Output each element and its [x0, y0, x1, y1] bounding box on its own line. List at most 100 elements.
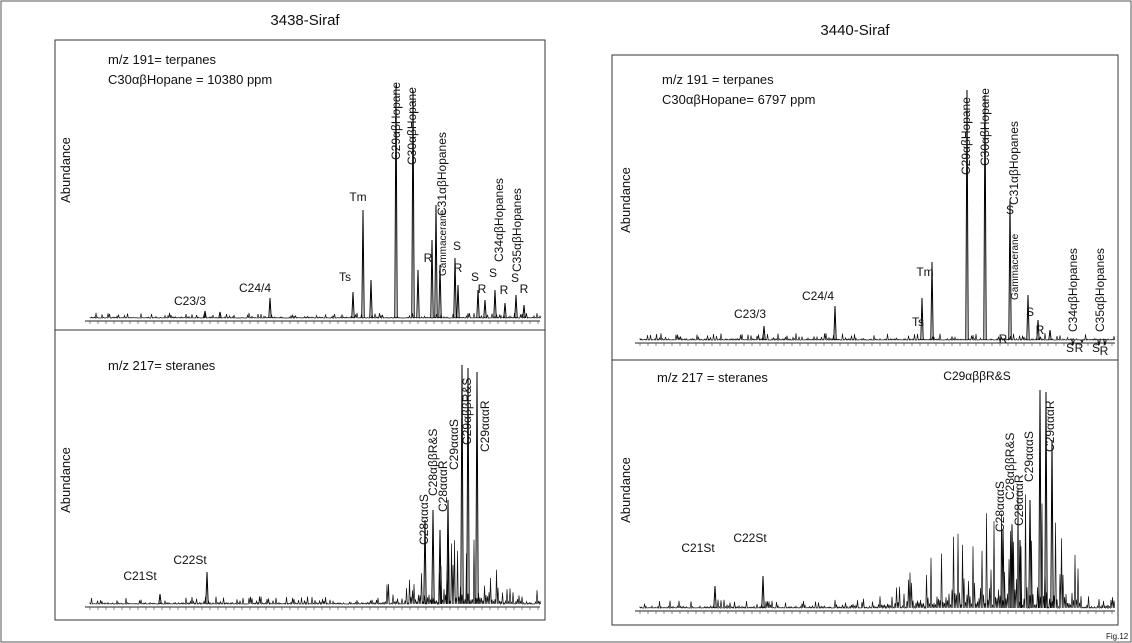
- annotation: m/z 217= steranes: [108, 358, 216, 373]
- peak-label: S: [1066, 341, 1074, 355]
- peak-label: S: [471, 270, 479, 284]
- peak-label: C29αββR&S: [460, 378, 474, 445]
- trace: [639, 488, 1116, 610]
- peak-label: C28αββR&S: [1003, 433, 1017, 500]
- peak-label: C24/4: [802, 289, 834, 303]
- peak-label: C21St: [123, 569, 157, 583]
- peak: [446, 499, 450, 605]
- annotation: C30αβHopane = 10380 ppm: [108, 72, 272, 87]
- peak-label: S: [453, 239, 461, 253]
- peak-label: C21St: [681, 541, 715, 555]
- trace: [89, 537, 542, 606]
- peak: [965, 89, 969, 341]
- peak: [431, 509, 435, 605]
- peak: [1080, 339, 1084, 343]
- peak: [476, 289, 480, 319]
- peak-label: C34αβHopanes: [492, 178, 506, 262]
- peak-label: S: [1006, 203, 1014, 217]
- peak-label: C29αααR: [478, 400, 492, 452]
- peak-label: C35αβHopanes: [1093, 248, 1107, 332]
- peak: [1071, 339, 1075, 346]
- peak-label: C31αβHopanes: [1007, 121, 1021, 205]
- peak-label: R: [999, 332, 1008, 346]
- peak: [369, 279, 373, 319]
- peak: [713, 585, 717, 609]
- peak: [1097, 339, 1101, 346]
- peak: [416, 269, 420, 319]
- peak: [833, 305, 837, 341]
- peak: [475, 371, 479, 605]
- peak-label: C29αααR: [1043, 400, 1057, 452]
- peak-label: Ts: [912, 315, 924, 329]
- peak-label: C29αββR&S: [943, 369, 1010, 383]
- peak-label: S: [1026, 305, 1034, 319]
- peak-label: R: [424, 251, 433, 265]
- peak-label: R: [1075, 341, 1084, 355]
- peak: [1103, 339, 1107, 346]
- peak-label: C22St: [733, 531, 767, 545]
- peak: [466, 367, 470, 605]
- plot-frame: [54, 329, 546, 621]
- peak-label: C23/3: [174, 294, 206, 308]
- peak: [218, 311, 222, 319]
- peak: [1001, 529, 1005, 609]
- peak: [434, 204, 438, 319]
- peak-label: C29αβHopane: [389, 82, 403, 160]
- peak: [411, 89, 415, 319]
- peak: [514, 294, 518, 319]
- peak-label: C28αααR: [436, 460, 450, 512]
- panel-title: 3438-Siraf: [270, 12, 340, 29]
- peak-label: C23/3: [734, 307, 766, 321]
- peak: [522, 304, 526, 319]
- figure-label: Fig.12: [1106, 632, 1129, 641]
- peak: [920, 297, 924, 341]
- peak: [1036, 319, 1040, 341]
- peak: [1038, 389, 1042, 609]
- peak: [1018, 539, 1022, 609]
- peak-label: S: [511, 271, 519, 285]
- peak: [203, 310, 207, 319]
- peak: [423, 519, 427, 605]
- y-axis-label: Abundance: [58, 137, 73, 203]
- peak: [268, 297, 272, 319]
- peak: [394, 84, 398, 319]
- peak-label: Tm: [349, 190, 366, 204]
- peak: [930, 261, 934, 341]
- peak-label: Ts: [339, 270, 351, 284]
- peak-label: C29αααS: [447, 419, 461, 470]
- peak-label: C29αααS: [1022, 431, 1036, 482]
- peak: [1008, 199, 1012, 341]
- trace: [89, 312, 542, 320]
- peak-label: C22St: [173, 553, 207, 567]
- peak: [761, 575, 765, 609]
- peak-label: C30αβHopane: [978, 88, 992, 166]
- plot-frame: [611, 359, 1119, 626]
- peak: [762, 325, 766, 341]
- peak: [1050, 439, 1054, 609]
- peak-label: C29αβHopane: [959, 97, 973, 175]
- peak-label: R: [478, 282, 487, 296]
- peak: [1028, 499, 1032, 609]
- peak: [351, 291, 355, 319]
- peak: [460, 364, 464, 605]
- peak: [438, 264, 442, 319]
- peak-label: C30αβHopane: [405, 87, 419, 165]
- peak-label: Tm: [916, 265, 933, 279]
- peak-label: C34αβHopanes: [1066, 248, 1080, 332]
- peak-label: C31αβHopanes: [435, 132, 449, 216]
- peak-label: R: [454, 261, 463, 275]
- peak-label: R: [1100, 344, 1109, 358]
- peak: [493, 289, 497, 319]
- peak: [483, 299, 487, 319]
- y-axis-label: Abundance: [618, 167, 633, 233]
- peak: [1048, 329, 1052, 341]
- annotation: C30αβHopane= 6797 ppm: [662, 92, 815, 107]
- peak: [1044, 391, 1048, 609]
- peak: [1026, 294, 1030, 341]
- peak-label: S: [489, 266, 497, 280]
- peak-label: R: [520, 282, 529, 296]
- trace: [639, 333, 1116, 342]
- peak-label: R: [500, 283, 509, 297]
- annotation: m/z 217 = steranes: [657, 370, 768, 385]
- peak-label: C28αααS: [993, 481, 1007, 532]
